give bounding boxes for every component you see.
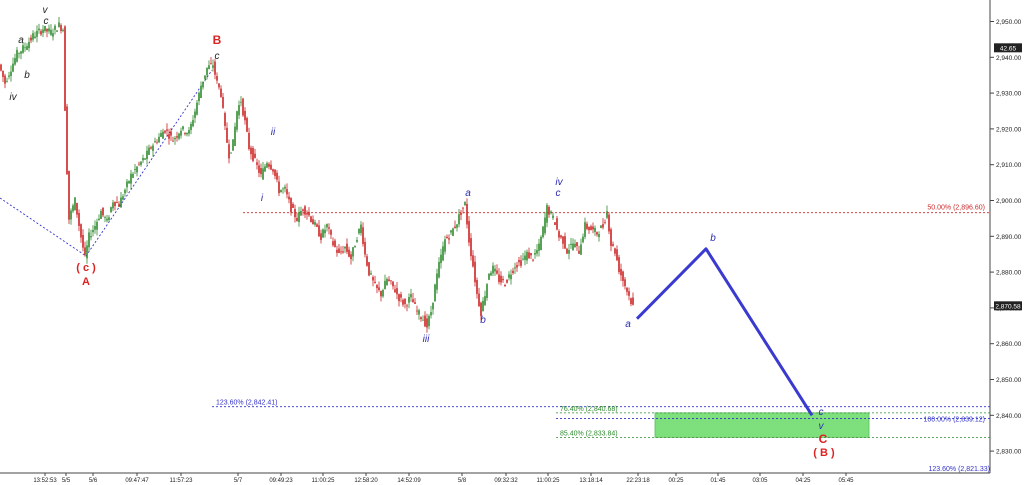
dotted-trendline — [85, 69, 213, 257]
current-price-box — [994, 43, 1022, 53]
y-tick-label: 2,860.00 — [996, 341, 1022, 348]
x-tick-label: 11:00:25 — [537, 478, 561, 484]
y-tick-label: 2,920.00 — [996, 126, 1022, 133]
x-tick-label: 5/8 — [458, 478, 467, 484]
wave-label: a — [625, 319, 631, 330]
fib-level-label: 85.40% (2,833.84) — [560, 430, 618, 437]
wave-label: c — [44, 16, 49, 27]
projection-path — [635, 247, 814, 417]
x-tick-label: 09:32:32 — [494, 478, 518, 484]
wave-label: v — [43, 5, 49, 16]
wave-label: iii — [423, 334, 430, 345]
x-tick-label: 22:23:18 — [626, 478, 650, 484]
target-zone — [654, 412, 870, 438]
x-tick-label: 5/5 — [62, 478, 71, 484]
x-tick-label: 13:18:14 — [579, 478, 603, 484]
y-tick-label: 2,950.00 — [996, 19, 1022, 26]
wave-label: v — [819, 421, 825, 432]
fib-level-label: 123.60% (2,821.33) — [929, 466, 991, 473]
wave-label: iv — [555, 177, 563, 188]
wave-label: ( c ) — [76, 262, 96, 274]
wave-label: ii — [271, 127, 276, 138]
x-tick-label: 09:49:23 — [269, 478, 293, 484]
wave-label: i — [261, 193, 264, 204]
wave-label: c — [215, 51, 220, 62]
x-tick-label: 01:45 — [710, 478, 726, 484]
wave-label: B — [213, 33, 222, 47]
fib-level-label: 123.60% (2,842.41) — [216, 400, 278, 407]
x-tick-label: 5/6 — [89, 478, 98, 484]
wave-label: b — [24, 70, 30, 81]
wave-label: C — [819, 432, 828, 446]
fib-level-label: 76.40% (2,840.68) — [560, 406, 618, 413]
y-tick-label: 2,890.00 — [996, 234, 1022, 241]
x-tick-label: 12:58:20 — [354, 478, 378, 484]
y-tick-label: 2,930.00 — [996, 91, 1022, 98]
x-tick-label: 13:52:53 — [33, 478, 57, 484]
x-tick-label: 04:25 — [795, 478, 811, 484]
wave-label: a — [465, 188, 471, 199]
current-price-box — [994, 301, 1022, 311]
y-tick-label: 2,850.00 — [996, 377, 1022, 384]
y-tick-label: 2,840.00 — [996, 413, 1022, 420]
y-tick-label: 2,910.00 — [996, 162, 1022, 169]
x-tick-label: 09:47:47 — [125, 478, 149, 484]
wave-label: iv — [9, 92, 17, 103]
wave-label: c — [556, 188, 561, 199]
fib-level-label: 100.00% (2,839.12) — [924, 416, 986, 423]
y-tick-label: 2,940.00 — [996, 55, 1022, 62]
wave-label: b — [710, 233, 716, 244]
dotted-trendline — [0, 197, 87, 257]
wave-label: b — [480, 315, 486, 326]
current-price-label: 42.65 — [1000, 45, 1017, 52]
wave-label: c — [819, 407, 824, 418]
fib-level-label: 50.00% (2,896.60) — [927, 205, 985, 212]
x-tick-label: 11:00:25 — [312, 478, 336, 484]
wave-label: a — [18, 35, 24, 46]
x-tick-label: 05:45 — [838, 478, 854, 484]
y-tick-label: 2,830.00 — [996, 449, 1022, 456]
wave-label: ( B ) — [813, 447, 835, 459]
y-tick-label: 2,880.00 — [996, 270, 1022, 277]
x-tick-label: 00:25 — [668, 478, 684, 484]
x-tick-label: 5/7 — [234, 478, 243, 484]
plot-area — [0, 0, 990, 473]
wave-label: A — [82, 276, 90, 288]
x-tick-label: 14:52:09 — [397, 478, 421, 484]
x-tick-label: 03:05 — [752, 478, 768, 484]
current-price-label: 2,870.58 — [995, 303, 1021, 310]
x-tick-label: 11:57:23 — [170, 478, 194, 484]
y-tick-label: 2,900.00 — [996, 198, 1022, 205]
